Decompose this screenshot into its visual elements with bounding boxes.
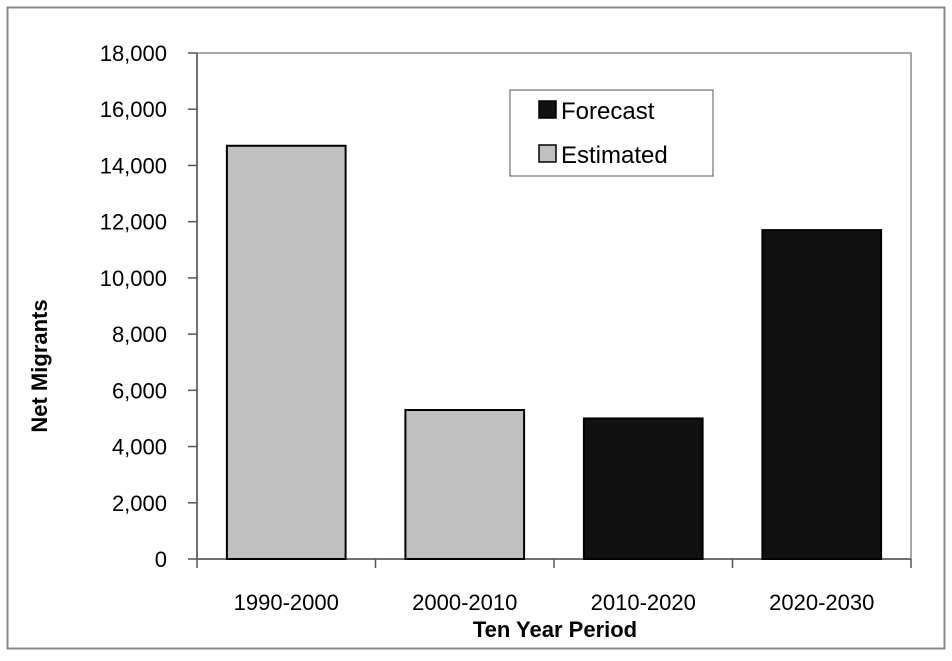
- x-axis: 1990-2000 2000-2010 2010-2020 2020-2030: [196, 558, 912, 615]
- bar-forecast: [761, 229, 883, 560]
- bar-estimated: [404, 409, 526, 560]
- legend-swatch-forecast: [538, 100, 557, 119]
- x-tick-label: 2010-2020: [591, 590, 696, 615]
- y-tick-label: 2,000: [112, 491, 167, 516]
- y-tick-label: 6,000: [112, 378, 167, 403]
- y-tick-label: 10,000: [100, 266, 167, 291]
- y-tick-label: 0: [155, 547, 167, 572]
- bar-forecast: [582, 417, 704, 561]
- legend-label-forecast: Forecast: [561, 98, 655, 125]
- y-tick-label: 12,000: [100, 210, 167, 235]
- bar-estimated: [225, 144, 347, 560]
- y-tick-label: 4,000: [112, 435, 167, 460]
- legend: Forecast Estimated: [509, 89, 714, 177]
- y-tick-label: 14,000: [100, 153, 167, 178]
- legend-swatch-estimated: [538, 144, 557, 163]
- y-tick-label: 18,000: [100, 41, 167, 66]
- x-tick-label: 2000-2010: [412, 590, 517, 615]
- x-tick-label: 2020-2030: [769, 590, 874, 615]
- y-axis-title: Net Migrants: [27, 299, 52, 432]
- x-axis-title: Ten Year Period: [473, 617, 637, 642]
- x-tick-label: 1990-2000: [234, 590, 339, 615]
- y-tick-label: 8,000: [112, 322, 167, 347]
- legend-label-estimated: Estimated: [561, 142, 668, 169]
- y-tick-label: 16,000: [100, 97, 167, 122]
- bars: [225, 144, 883, 561]
- y-axis: 0 2,000 4,000 6,000 8,000 10,000 12,000 14,000 1…: [100, 41, 198, 572]
